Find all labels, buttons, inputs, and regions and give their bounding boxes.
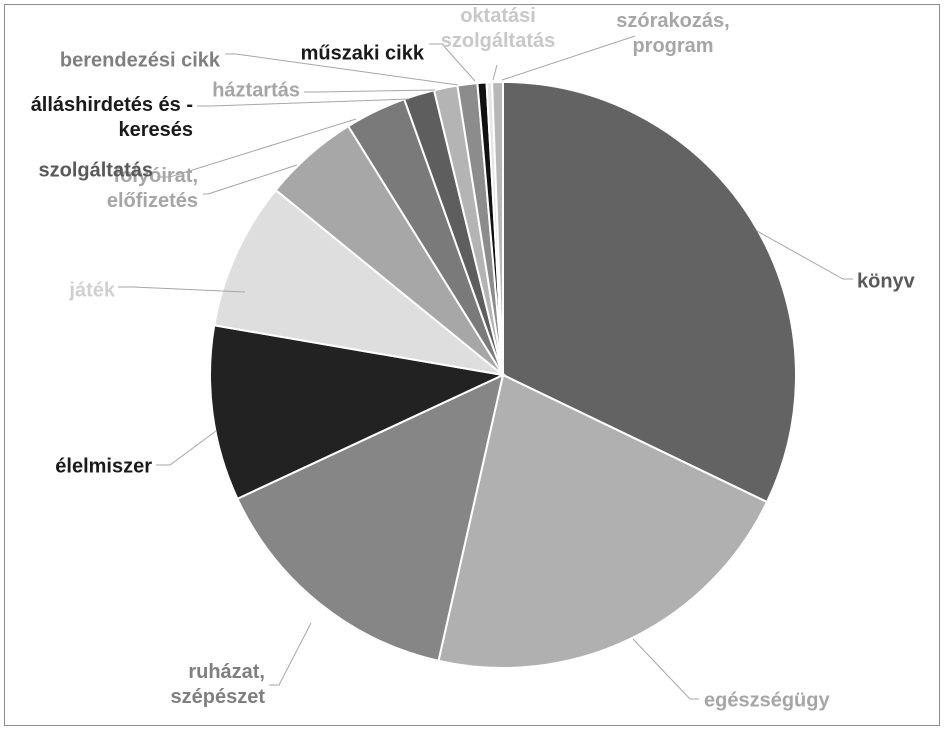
slice-label: szolgáltatás <box>441 30 555 52</box>
slice-label: álláshirdetés és - <box>31 94 193 116</box>
slice-label: szolgáltatás <box>39 159 153 181</box>
leader-line <box>225 53 459 86</box>
leader-line <box>118 286 246 293</box>
slice-label: oktatási <box>460 5 536 27</box>
pie-slice <box>502 80 797 504</box>
slice-label: ruházat, <box>188 661 265 683</box>
leader-lines <box>118 35 853 700</box>
leader-line <box>632 638 699 700</box>
leader-line <box>156 430 217 466</box>
leader-line <box>429 43 476 82</box>
leader-line <box>203 164 298 195</box>
pie-slice <box>490 80 504 376</box>
leader-line <box>756 230 853 280</box>
leader-line <box>501 35 636 81</box>
leader-line <box>304 89 436 93</box>
slice-label: szórakozás, <box>616 10 729 32</box>
slice-label: játék <box>68 279 115 301</box>
pie-slice <box>236 373 505 663</box>
slice-label: könyv <box>857 270 916 292</box>
pie-slices <box>209 80 797 669</box>
slice-label: program <box>632 35 713 57</box>
pie-slice <box>209 324 507 501</box>
slice-labels: könyv egészségügy ruházat, szépészet élelmis… <box>31 5 916 712</box>
leader-line <box>492 64 498 81</box>
slice-label: élelmiszer <box>55 455 152 477</box>
pie-slice <box>437 373 769 669</box>
slice-label: szépészet <box>171 686 266 708</box>
slice-label: folyóirat, <box>114 165 198 187</box>
chart-frame: könyv egészségügy ruházat, szépészet élelmis… <box>4 4 940 726</box>
slice-label: háztartás <box>212 79 300 101</box>
slice-label: berendezési cikk <box>60 49 221 71</box>
slice-label: keresés <box>118 119 193 141</box>
slice-label: egészségügy <box>704 689 830 711</box>
slice-label: műszaki cikk <box>301 42 425 64</box>
slice-label: előfizetés <box>107 190 198 212</box>
pie-slice <box>213 188 507 377</box>
leader-line <box>269 622 312 686</box>
leader-line <box>197 98 410 107</box>
leader-line <box>157 118 357 178</box>
pie-chart: könyv egészségügy ruházat, szépészet élelmis… <box>31 5 916 712</box>
